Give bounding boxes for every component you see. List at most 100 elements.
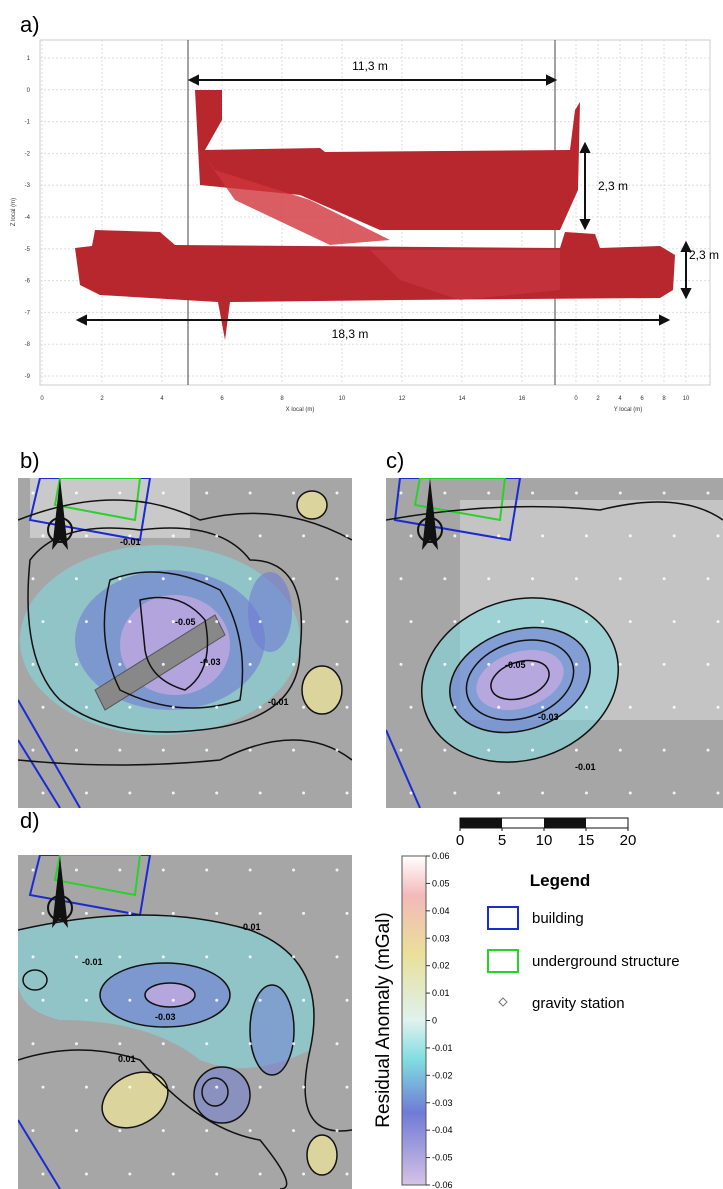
gravity-station bbox=[205, 1042, 209, 1046]
legend-item: gravity station bbox=[532, 995, 625, 1012]
gravity-station bbox=[716, 705, 720, 709]
gravity-station bbox=[161, 491, 165, 495]
gravity-station bbox=[74, 955, 78, 959]
gravity-station bbox=[487, 748, 491, 752]
gravity-station bbox=[302, 1085, 306, 1089]
contour-label: -0.03 bbox=[200, 657, 221, 667]
gravity-station bbox=[205, 868, 209, 872]
gravity-station bbox=[672, 705, 676, 709]
gravity-station bbox=[399, 577, 403, 581]
z-tick-label: 0 bbox=[27, 88, 31, 94]
colorbar-label: 0.02 bbox=[432, 961, 450, 971]
x-tick-label: 2 bbox=[100, 396, 104, 402]
gravity-station bbox=[84, 1172, 88, 1176]
gravity-station bbox=[205, 748, 209, 752]
gravity-station bbox=[171, 791, 175, 795]
gravity-station bbox=[662, 748, 666, 752]
gravity-station bbox=[41, 911, 45, 915]
panel-label: c) bbox=[386, 448, 404, 473]
gravity-station bbox=[128, 705, 132, 709]
gravity-station bbox=[706, 662, 710, 666]
gravity-station bbox=[409, 620, 413, 624]
gravity-station bbox=[574, 491, 578, 495]
north-arrow bbox=[417, 478, 443, 550]
contour-label: -0.01 bbox=[82, 957, 103, 967]
gravity-station bbox=[171, 1085, 175, 1089]
gravity-station bbox=[453, 620, 457, 624]
gravity-station bbox=[171, 1172, 175, 1176]
gravity-station bbox=[292, 577, 296, 581]
gravity-station bbox=[292, 1042, 296, 1046]
gravity-station bbox=[672, 791, 676, 795]
scale-label: 20 bbox=[620, 832, 637, 849]
gravity-station bbox=[487, 662, 491, 666]
gravity-station bbox=[531, 577, 535, 581]
gravity-station bbox=[618, 491, 622, 495]
gravity-station bbox=[258, 911, 262, 915]
gravity-station bbox=[248, 662, 252, 666]
y-axis-label: Z local (m) bbox=[11, 198, 17, 226]
gravity-station bbox=[335, 491, 339, 495]
gravity-station bbox=[205, 1129, 209, 1133]
gravity-station bbox=[335, 955, 339, 959]
gravity-station bbox=[531, 662, 535, 666]
gravity-station bbox=[215, 911, 219, 915]
gravity-station bbox=[662, 662, 666, 666]
gravity-station bbox=[31, 577, 35, 581]
gravity-station bbox=[716, 791, 720, 795]
gravity-station bbox=[84, 791, 88, 795]
gravity-station bbox=[574, 577, 578, 581]
upper-tunnel bbox=[195, 90, 580, 230]
gravity-station bbox=[574, 748, 578, 752]
gravity-station bbox=[41, 791, 45, 795]
gravity-station bbox=[84, 620, 88, 624]
gravity-station bbox=[128, 911, 132, 915]
gravity-station bbox=[302, 911, 306, 915]
gravity-station bbox=[292, 748, 296, 752]
gravity-station bbox=[31, 748, 35, 752]
gravity-station bbox=[453, 791, 457, 795]
gravity-station bbox=[118, 1042, 122, 1046]
gravity-station bbox=[541, 705, 545, 709]
gravity-station bbox=[161, 1042, 165, 1046]
gravity-station bbox=[497, 620, 501, 624]
gravity-station bbox=[409, 534, 413, 538]
gravity-station bbox=[618, 748, 622, 752]
colorbar-label: -0.06 bbox=[432, 1180, 453, 1189]
gravity-station bbox=[248, 577, 252, 581]
contour-label: -0.01 bbox=[575, 762, 596, 772]
gravity-station bbox=[541, 534, 545, 538]
gravity-station bbox=[345, 998, 349, 1002]
gravity-station bbox=[584, 705, 588, 709]
gravity-station bbox=[31, 491, 35, 495]
gravity-station bbox=[205, 955, 209, 959]
x2-axis-label: Y local (m) bbox=[614, 407, 643, 413]
z-tick-label: -5 bbox=[25, 247, 31, 253]
gravity-station bbox=[31, 662, 35, 666]
gravity-station bbox=[399, 491, 403, 495]
gravity-station bbox=[497, 791, 501, 795]
z-tick-label: -1 bbox=[25, 120, 31, 126]
contour-label: -0.01 bbox=[240, 922, 261, 932]
z-tick-label: -9 bbox=[25, 374, 31, 380]
gravity-station bbox=[128, 998, 132, 1002]
z-tick-label: -6 bbox=[25, 279, 31, 285]
gravity-station bbox=[171, 620, 175, 624]
gravity-station bbox=[345, 791, 349, 795]
gravity-station bbox=[345, 1172, 349, 1176]
gravity-station bbox=[345, 620, 349, 624]
gravity-station bbox=[215, 791, 219, 795]
gravity-station bbox=[118, 577, 122, 581]
contour-label: 0.01 bbox=[118, 1054, 136, 1064]
gravity-station bbox=[409, 705, 413, 709]
gravity-station bbox=[258, 998, 262, 1002]
z-tick-label: -3 bbox=[25, 183, 31, 189]
gravity-station bbox=[74, 662, 78, 666]
gravity-station bbox=[41, 620, 45, 624]
colorbar-label: -0.02 bbox=[432, 1070, 453, 1080]
gravity-station bbox=[161, 662, 165, 666]
gravity-station bbox=[31, 955, 35, 959]
gravity-station bbox=[443, 491, 447, 495]
gravity-station bbox=[628, 791, 632, 795]
gravity-station bbox=[41, 998, 45, 1002]
